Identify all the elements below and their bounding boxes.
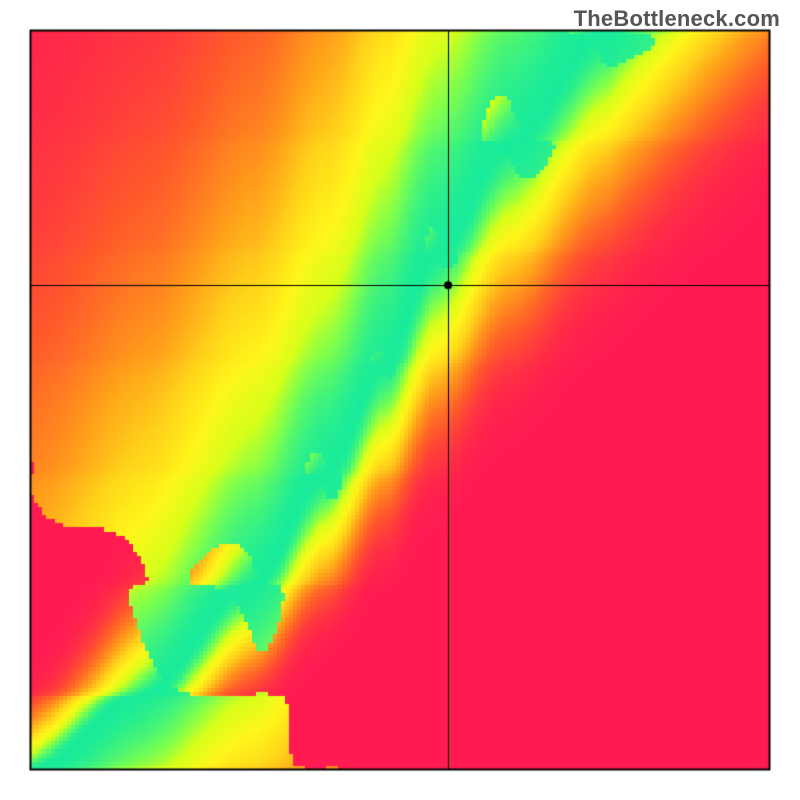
heatmap-canvas	[0, 0, 800, 800]
watermark-text: TheBottleneck.com	[574, 6, 780, 32]
chart-container: TheBottleneck.com	[0, 0, 800, 800]
